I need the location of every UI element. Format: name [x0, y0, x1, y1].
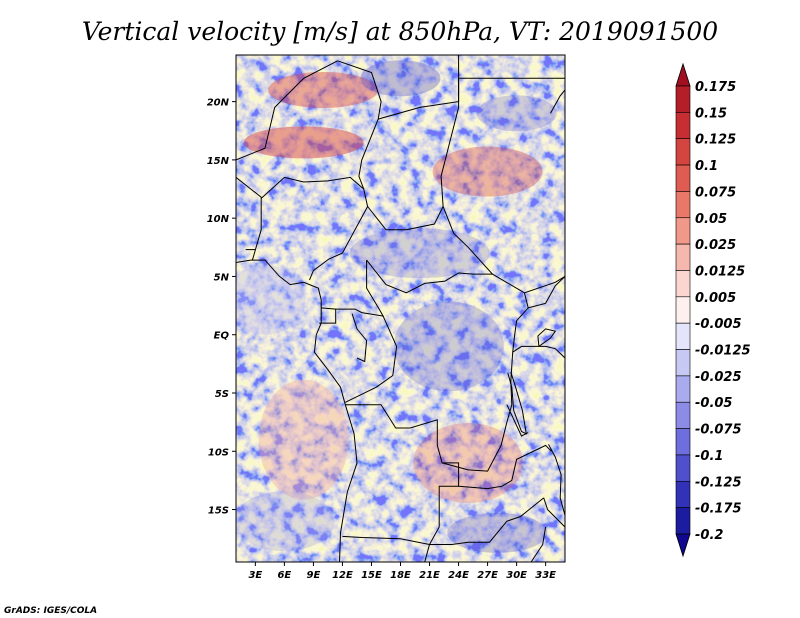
colorbar-segment — [675, 191, 691, 219]
colorbar-segment — [675, 454, 691, 482]
colorbar-label: 0.075 — [695, 185, 736, 200]
country-border — [366, 259, 493, 294]
y-tick-label: EQ — [214, 331, 230, 342]
colorbar-segment — [675, 112, 691, 140]
y-tick-label: 10S — [208, 447, 229, 458]
colorbar-label: -0.0125 — [695, 344, 751, 359]
country-border — [458, 444, 552, 490]
country-border — [543, 497, 565, 528]
country-border — [236, 259, 358, 562]
field-region — [349, 228, 490, 279]
colorbar-bottom-arrow — [675, 533, 691, 558]
x-tick-label: 12E — [332, 570, 353, 581]
colorbar-segment — [675, 428, 691, 456]
x-tick-label: 15E — [361, 570, 382, 581]
country-border — [351, 313, 368, 363]
country-border — [367, 206, 444, 231]
country-border — [528, 276, 565, 309]
colorbar-label: 0.175 — [695, 80, 736, 95]
colorbar: 0.175 0.15 0.125 0.1 0.075 0.05 0.025 0.0125 0.0… — [675, 62, 751, 558]
colorbar-label: -0.1 — [695, 449, 723, 464]
field-region — [476, 95, 557, 132]
country-border — [440, 55, 565, 294]
country-border — [345, 315, 398, 403]
colorbar-label: -0.125 — [695, 475, 742, 490]
map-area — [236, 55, 565, 562]
x-tick-label: 21E — [419, 570, 440, 581]
y-tick-label: 10N — [207, 214, 230, 225]
y-tick-label: 15N — [207, 156, 230, 167]
colorbar-segment — [675, 296, 691, 324]
colorbar-label: -0.05 — [695, 396, 732, 411]
x-tick-label: 3E — [248, 570, 262, 581]
x-axis: 3E 6E 9E 12E 15E 18E 21E 24E 27E 30E 33E — [248, 562, 556, 581]
colorbar-segment — [675, 375, 691, 403]
colorbar-label: 0.05 — [695, 212, 727, 227]
colorbar-segment — [675, 401, 691, 429]
country-border — [345, 404, 460, 545]
colorbar-label: -0.2 — [695, 528, 723, 543]
colorbar-label: -0.005 — [695, 317, 742, 332]
country-border — [319, 309, 337, 324]
colorbar-label: -0.175 — [695, 502, 742, 517]
colorbar-label: 0.0125 — [695, 264, 745, 279]
country-border — [512, 345, 565, 359]
colorbar-top-arrow — [675, 62, 691, 87]
colorbar-label: 0.15 — [695, 106, 727, 121]
y-tick-label: 15S — [208, 506, 229, 517]
field-region — [268, 71, 379, 108]
colorbar-label: 0.005 — [695, 291, 736, 306]
country-border — [342, 497, 545, 545]
chart-title: Vertical velocity [m/s] at 850hPa, VT: 2… — [82, 17, 718, 46]
colorbar-segment — [675, 349, 691, 377]
colorbar-label: 0.025 — [695, 238, 736, 253]
colorbar-segment — [675, 85, 691, 113]
field-region — [360, 60, 441, 97]
colorbar-label: 0.1 — [695, 159, 718, 174]
grads-credit: GrADS: IGES/COLA — [4, 606, 97, 616]
colorbar-segment — [675, 138, 691, 166]
country-border — [260, 176, 369, 281]
country-border — [537, 328, 557, 347]
colorbar-segment — [675, 507, 691, 535]
colorbar-segment — [675, 164, 691, 192]
field-region — [413, 422, 524, 503]
x-tick-label: 27E — [477, 570, 498, 581]
colorbar-segment — [675, 243, 691, 271]
x-tick-label: 30E — [506, 570, 527, 581]
x-tick-label: 18E — [390, 570, 411, 581]
colorbar-segment — [675, 322, 691, 350]
country-border — [548, 444, 565, 516]
field-region — [243, 126, 364, 159]
field-region — [236, 264, 306, 335]
country-border — [236, 60, 338, 161]
colorbar-label: -0.025 — [695, 370, 742, 385]
field-region — [432, 146, 543, 197]
colorbar-segment — [675, 480, 691, 508]
country-border — [441, 292, 529, 472]
country-border — [424, 544, 430, 562]
colorbar-label: 0.125 — [695, 133, 736, 148]
x-tick-label: 33E — [535, 570, 556, 581]
y-axis: 20N 15N 10N 5N EQ 5S 10S 15S — [207, 98, 236, 517]
field-region — [393, 301, 504, 392]
x-tick-label: 6E — [277, 570, 291, 581]
x-tick-label: 9E — [307, 570, 321, 581]
country-border — [236, 177, 262, 261]
colorbar-label: -0.075 — [695, 423, 742, 438]
y-tick-label: 20N — [207, 98, 230, 109]
x-tick-label: 24E — [448, 570, 469, 581]
country-border — [321, 260, 385, 317]
field-region — [236, 491, 335, 552]
country-border — [507, 371, 527, 435]
country-border — [530, 526, 547, 562]
colorbar-segment — [675, 217, 691, 245]
y-tick-label: 5N — [214, 272, 230, 283]
colorbar-segment — [675, 270, 691, 298]
y-tick-label: 5S — [215, 389, 229, 400]
country-border — [550, 89, 565, 114]
field-region — [258, 379, 349, 500]
